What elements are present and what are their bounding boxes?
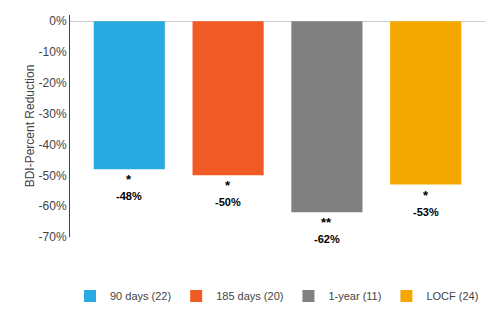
svg-text:-48%: -48% [116,190,142,202]
svg-text:90 days (22): 90 days (22) [110,290,171,302]
svg-text:-60%: -60% [39,199,67,213]
svg-text:-53%: -53% [413,206,439,218]
svg-text:1-year (11): 1-year (11) [328,290,381,302]
svg-text:*: * [423,188,429,203]
svg-text:**: ** [321,215,332,230]
svg-text:-50%: -50% [215,196,241,208]
svg-text:0%: 0% [49,14,67,28]
svg-text:-20%: -20% [39,76,67,90]
svg-text:LOCF (24): LOCF (24) [426,290,478,302]
svg-text:BDI-Percent Reduction: BDI-Percent Reduction [23,65,37,188]
svg-text:*: * [225,178,231,193]
svg-text:-10%: -10% [39,45,67,59]
svg-text:-62%: -62% [314,233,340,245]
svg-text:-40%: -40% [39,138,67,152]
svg-text:-70%: -70% [39,230,67,244]
svg-text:185 days (20): 185 days (20) [216,290,283,302]
svg-text:-50%: -50% [39,169,67,183]
svg-text:*: * [126,172,132,187]
svg-text:-30%: -30% [39,107,67,121]
